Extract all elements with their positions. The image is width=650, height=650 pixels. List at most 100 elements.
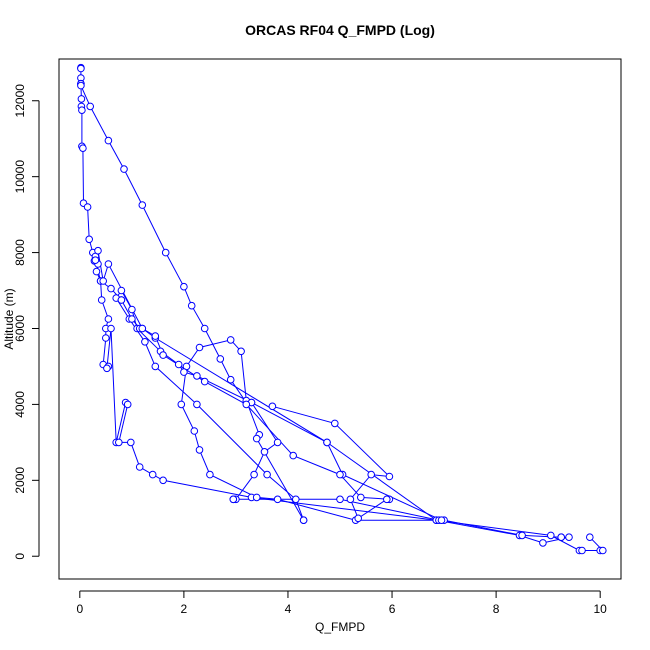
data-point — [187, 301, 196, 310]
data-point — [195, 343, 204, 352]
data-point — [268, 402, 277, 411]
data-point — [252, 493, 261, 502]
series-line-2 — [80, 83, 570, 544]
data-point — [336, 470, 344, 479]
data-point — [180, 282, 188, 291]
data-point — [86, 102, 94, 111]
x-tick-label: 2 — [181, 602, 188, 616]
data-point — [135, 463, 144, 471]
data-point — [177, 400, 186, 409]
data-point — [91, 256, 100, 265]
data-point — [599, 546, 607, 555]
y-tick-label: 2000 — [13, 467, 27, 494]
data-point — [117, 296, 126, 304]
data-point — [437, 516, 446, 525]
data-point — [77, 95, 86, 103]
data-point — [586, 533, 594, 542]
data-point — [104, 136, 113, 145]
data-point — [216, 355, 225, 363]
data-point — [547, 531, 555, 540]
y-axis: 0 2000 4000 6000 8000 10000 12000 — [13, 84, 40, 560]
data-point — [138, 324, 147, 333]
data-point — [127, 438, 135, 447]
data-point — [323, 438, 331, 447]
data-point — [206, 470, 214, 479]
y-tick-label: 4000 — [13, 391, 27, 418]
data-point — [138, 201, 147, 209]
data-point — [557, 533, 566, 542]
chart-title: ORCAS RF04 Q_FMPD (Log) — [245, 22, 435, 38]
data-point — [77, 64, 85, 73]
data-point — [252, 434, 261, 443]
data-point — [367, 470, 376, 479]
data-point — [190, 427, 199, 435]
data-point — [331, 419, 339, 428]
series-layer — [77, 63, 607, 555]
data-point — [289, 451, 298, 460]
x-axis: 0 2 4 6 8 10 — [76, 590, 608, 616]
data-point — [539, 539, 547, 547]
data-point — [141, 338, 149, 346]
x-tick-label: 6 — [389, 602, 396, 616]
data-point — [263, 470, 271, 479]
data-point — [107, 324, 115, 333]
data-point — [120, 165, 128, 173]
data-point — [226, 375, 235, 384]
data-point — [195, 446, 204, 454]
x-tick-label: 8 — [493, 602, 500, 616]
data-point — [383, 495, 391, 504]
data-point — [174, 360, 183, 369]
data-point — [99, 277, 107, 285]
data-point — [299, 516, 308, 525]
data-point — [107, 284, 115, 293]
x-tick-label: 0 — [76, 602, 83, 616]
data-point — [159, 351, 167, 359]
data-point — [200, 324, 209, 333]
y-tick-label: 12000 — [13, 84, 27, 118]
data-point — [273, 438, 282, 447]
data-point — [85, 235, 93, 244]
y-tick-label: 10000 — [13, 160, 27, 194]
y-axis-label: Altitude (m) — [2, 288, 16, 349]
data-point — [148, 470, 157, 479]
data-point — [83, 203, 92, 211]
data-point — [128, 315, 136, 323]
data-point — [260, 448, 269, 456]
y-tick-label: 8000 — [13, 239, 27, 266]
x-axis-label: Q_FMPD — [315, 620, 365, 634]
data-point — [117, 286, 126, 295]
data-point — [226, 336, 235, 344]
data-point — [104, 260, 113, 268]
data-point — [292, 495, 300, 504]
data-point — [151, 332, 160, 340]
data-point — [103, 364, 111, 373]
data-point — [354, 514, 363, 523]
x-tick-label: 10 — [594, 602, 608, 616]
data-point — [102, 334, 110, 342]
data-point — [115, 438, 123, 447]
data-point — [346, 495, 355, 504]
data-point — [104, 315, 113, 323]
data-point — [237, 347, 245, 356]
data-point — [273, 495, 282, 504]
data-point — [97, 296, 106, 304]
series-line-1 — [80, 67, 604, 551]
data-point — [565, 533, 573, 542]
data-point — [336, 495, 344, 504]
data-point — [78, 106, 86, 114]
x-tick-label: 4 — [285, 602, 292, 616]
data-point — [385, 472, 394, 481]
data-point — [578, 546, 586, 555]
data-point — [79, 144, 87, 152]
data-point — [180, 368, 188, 376]
data-point — [518, 531, 526, 540]
data-point — [193, 372, 201, 380]
data-point — [200, 377, 209, 386]
data-point — [151, 362, 160, 371]
data-point — [77, 81, 85, 90]
data-point — [123, 400, 132, 409]
plot-frame — [58, 58, 622, 580]
data-point — [357, 493, 365, 502]
